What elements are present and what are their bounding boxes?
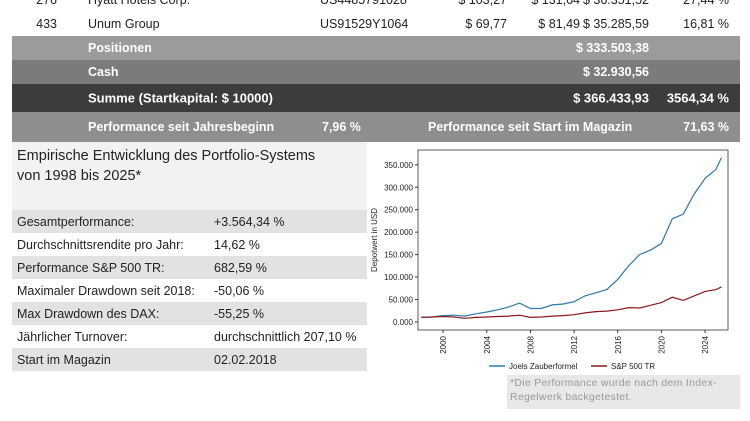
holding-price: $ 81,49 xyxy=(538,17,580,31)
x-tick-label: 2024 xyxy=(701,335,710,353)
legend-label: Joels Zauberformel xyxy=(509,362,578,371)
plot-frame xyxy=(417,149,729,331)
series-line xyxy=(421,157,723,318)
stat-label: Max Drawdown des DAX: xyxy=(17,306,160,321)
x-tick-label: 2020 xyxy=(657,335,666,353)
holding-perf: 16,81 % xyxy=(683,17,729,31)
stat-row: Performance S&P 500 TR: 682,59 % xyxy=(12,256,367,279)
stat-label: Durchschnittsrendite pro Jahr: xyxy=(17,237,184,252)
stat-label: Gesamtperformance: xyxy=(17,214,135,229)
value: $ 32.930,56 xyxy=(582,65,649,79)
stat-row: Max Drawdown des DAX: -55,25 % xyxy=(12,302,367,325)
y-tick-label: 300.000 xyxy=(384,183,413,192)
y-tick-label: 250.000 xyxy=(384,206,413,215)
stat-label: Start im Magazin xyxy=(17,352,111,367)
performance-row: Performance seit Jahresbeginn 7,96 % Perfo… xyxy=(12,112,740,142)
value: $ 366.433,93 xyxy=(573,90,649,106)
legend-label: S&P 500 TR xyxy=(611,362,655,371)
x-tick-label: 2000 xyxy=(439,335,448,353)
y-tick-label: 50.000 xyxy=(389,295,414,304)
holding-value: $ 35.285,59 xyxy=(582,17,649,31)
y-tick-label: 100.000 xyxy=(384,273,413,282)
stats-title: Empirische Entwicklung des Portfolio-Sys… xyxy=(17,146,315,186)
stat-label: Maximaler Drawdown seit 2018: xyxy=(17,283,195,298)
stat-row: Jährlicher Turnover: durchschnittlich 207… xyxy=(12,325,367,348)
stat-row: Start im Magazin 02.02.2018 xyxy=(12,348,367,371)
x-tick-label: 2016 xyxy=(614,335,623,353)
stat-row: Gesamtperformance: +3.564,34 % xyxy=(12,210,367,233)
label: Positionen xyxy=(88,41,152,55)
label: Performance seit Jahresbeginn xyxy=(88,120,275,134)
x-tick-label: 2008 xyxy=(526,335,535,353)
positions-row: Positionen $ 333.503,38 xyxy=(12,36,740,60)
stats-panel: Empirische Entwicklung des Portfolio-Sys… xyxy=(12,142,367,371)
holding-perf: 27,44 % xyxy=(683,0,729,7)
holding-value: $ 36.351,52 xyxy=(582,0,649,7)
cash-row: Cash $ 32.930,56 xyxy=(12,60,740,84)
stat-value: +3.564,34 % xyxy=(214,214,285,229)
title-line: Empirische Entwicklung des Portfolio-Sys… xyxy=(17,148,316,164)
x-tick-label: 2004 xyxy=(483,335,492,353)
label: Performance seit Start im Magazin xyxy=(428,120,633,134)
y-axis-label: Depotwert in USD xyxy=(370,208,379,272)
footnote: *Die Performance wurde nach dem Index-Re… xyxy=(507,375,740,409)
holding-name: Hyatt Hotels Corp. xyxy=(88,0,191,7)
holding-price: $ 131,64 xyxy=(531,0,580,7)
series-line xyxy=(421,286,722,319)
stat-value: durchschnittlich 207,10 % xyxy=(214,329,357,344)
stat-value: 682,59 % xyxy=(214,260,267,275)
label: Summe (Startkapital: $ 10000) xyxy=(88,90,273,106)
title-line: von 1998 bis 2025* xyxy=(17,168,142,184)
holding-row: 276 Hyatt Hotels Corp. US4485791028 $ 103,2… xyxy=(12,0,740,13)
stat-value: 14,62 % xyxy=(214,237,260,252)
total-row: Summe (Startkapital: $ 10000) $ 366.433,9… xyxy=(12,84,740,112)
holding-no: 433 xyxy=(36,17,57,31)
y-tick-label: 350.000 xyxy=(384,161,413,170)
holding-buy: $ 103,27 xyxy=(458,0,507,7)
chart: 0.000 50.000 100.000 150.000 200.000 250.000 3… xyxy=(370,149,729,371)
y-tick-label: 0.000 xyxy=(393,318,414,327)
stat-value: -55,25 % xyxy=(214,306,265,321)
holding-no: 276 xyxy=(36,0,57,7)
holding-name: Unum Group xyxy=(88,17,160,31)
stat-row: Durchschnittsrendite pro Jahr: 14,62 % xyxy=(12,233,367,256)
holding-row: 433 Unum Group US91529Y1064 $ 69,77 $ 81,49 $… xyxy=(12,12,740,37)
stat-label: Performance S&P 500 TR: xyxy=(17,260,165,275)
holding-isin: US91529Y1064 xyxy=(320,17,409,31)
stat-label: Jährlicher Turnover: xyxy=(17,329,128,344)
holding-isin: US4485791028 xyxy=(320,0,407,7)
y-tick-label: 150.000 xyxy=(384,251,413,260)
x-tick-label: 2012 xyxy=(570,335,579,353)
value: $ 333.503,38 xyxy=(576,41,649,55)
stat-value: 02.02.2018 xyxy=(214,352,277,367)
label: Cash xyxy=(88,65,119,79)
holding-buy: $ 69,77 xyxy=(465,17,507,31)
value: 7,96 % xyxy=(322,120,361,134)
stat-row: Maximaler Drawdown seit 2018: -50,06 % xyxy=(12,279,367,302)
percent: 3564,34 % xyxy=(666,90,729,106)
stat-value: -50,06 % xyxy=(214,283,265,298)
y-tick-label: 200.000 xyxy=(384,228,413,237)
value: 71,63 % xyxy=(683,120,729,134)
